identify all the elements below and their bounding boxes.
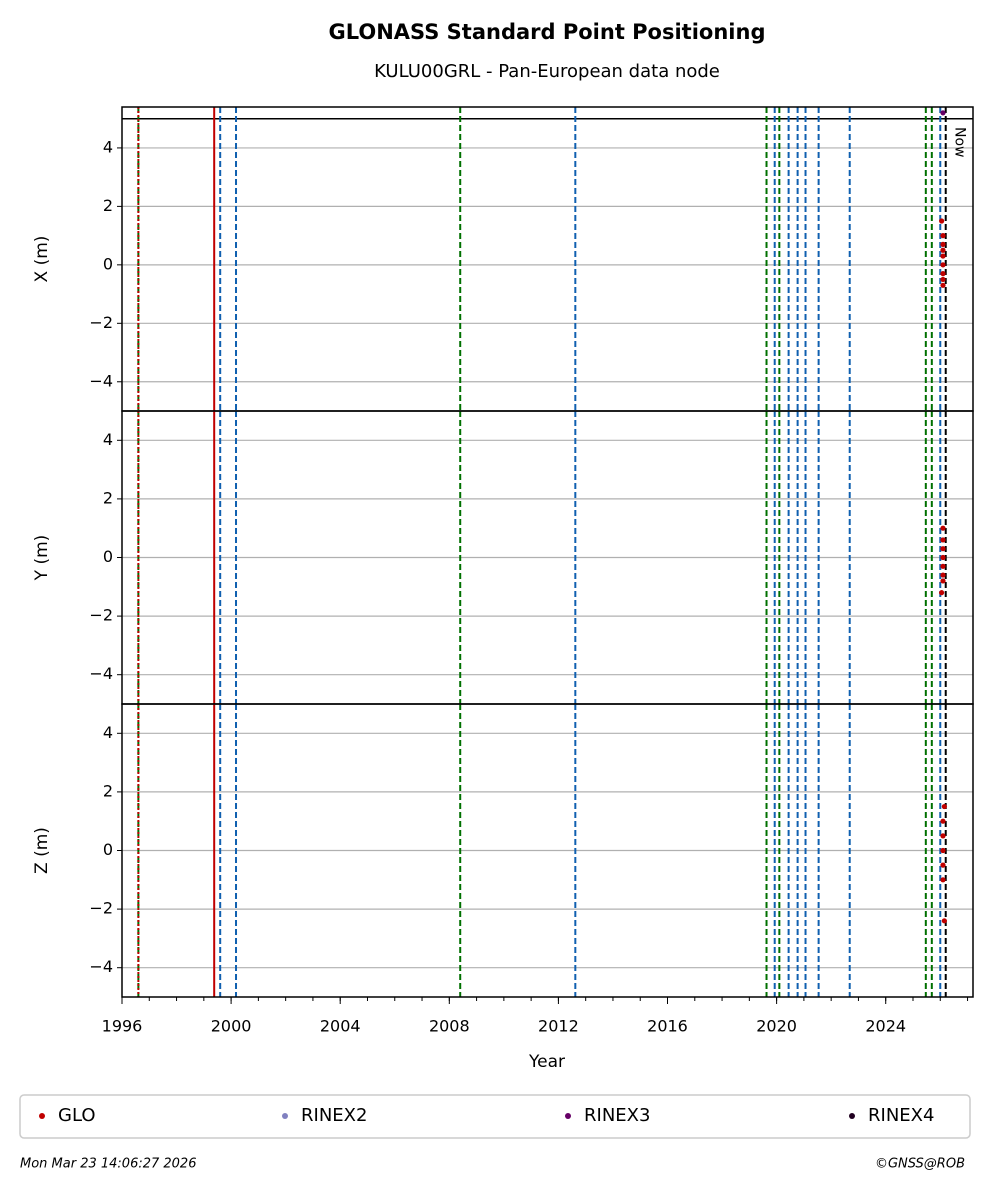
y-tick-label: 0 bbox=[103, 254, 113, 273]
y-axis-label: Y (m) bbox=[32, 535, 52, 582]
y-tick-label: 2 bbox=[103, 781, 113, 800]
data-point bbox=[940, 233, 946, 239]
data-point bbox=[940, 253, 946, 259]
data-point bbox=[940, 241, 946, 247]
data-point bbox=[940, 271, 946, 277]
data-point bbox=[940, 818, 946, 824]
chart-title: GLONASS Standard Point Positioning bbox=[329, 20, 766, 44]
y-tick-label: 0 bbox=[103, 547, 113, 566]
y-tick-label: −2 bbox=[89, 606, 113, 625]
y-tick-label: 2 bbox=[103, 196, 113, 215]
x-tick-label: 2012 bbox=[538, 1017, 579, 1036]
legend-box bbox=[19, 1094, 971, 1139]
data-point bbox=[939, 218, 945, 224]
y-tick-label: −2 bbox=[89, 313, 113, 332]
x-axis-label: Year bbox=[528, 1052, 565, 1072]
data-point bbox=[941, 803, 947, 810]
data-point bbox=[940, 847, 946, 854]
y-tick-label: 0 bbox=[103, 840, 113, 859]
footer-date: Mon Mar 23 14:06:27 2026 bbox=[20, 1157, 196, 1172]
now-label: Now bbox=[952, 127, 968, 158]
data-point bbox=[940, 537, 946, 543]
y-tick-label: 2 bbox=[103, 488, 113, 507]
y-tick-label: −4 bbox=[89, 664, 113, 683]
x-tick-label: 2008 bbox=[429, 1017, 470, 1036]
y-tick-label: −2 bbox=[89, 899, 113, 918]
legend-marker bbox=[565, 1113, 571, 1119]
data-point bbox=[940, 877, 946, 883]
legend-label: GLO bbox=[58, 1105, 96, 1126]
legend-label: RINEX4 bbox=[868, 1105, 934, 1126]
data-point bbox=[940, 833, 946, 839]
data-point bbox=[940, 563, 946, 569]
y-tick-label: 4 bbox=[103, 430, 113, 449]
x-tick-label: 2020 bbox=[756, 1017, 797, 1036]
y-axis-label: Z (m) bbox=[32, 827, 52, 874]
data-point bbox=[941, 918, 947, 924]
x-tick-label: 1996 bbox=[102, 1017, 143, 1036]
footer-credit: ©GNSS@ROB bbox=[875, 1157, 965, 1172]
legend-marker bbox=[849, 1113, 855, 1119]
panel-frame bbox=[121, 703, 974, 998]
y-axis-label: X (m) bbox=[32, 236, 52, 283]
data-point bbox=[940, 110, 946, 116]
data-point bbox=[940, 546, 946, 552]
data-point bbox=[940, 282, 946, 288]
data-point bbox=[939, 590, 945, 596]
data-point bbox=[940, 262, 946, 268]
y-tick-label: 4 bbox=[103, 723, 113, 742]
y-tick-label: −4 bbox=[89, 371, 113, 390]
data-point bbox=[940, 578, 946, 584]
legend-marker bbox=[282, 1113, 288, 1119]
x-tick-label: 2000 bbox=[211, 1017, 252, 1036]
data-point bbox=[940, 554, 946, 561]
data-point bbox=[940, 247, 946, 253]
data-point bbox=[940, 572, 946, 578]
legend-label: RINEX3 bbox=[584, 1105, 650, 1126]
legend-marker bbox=[39, 1113, 45, 1119]
x-tick-label: 2024 bbox=[865, 1017, 906, 1036]
x-tick-label: 2004 bbox=[320, 1017, 361, 1036]
x-tick-label: 2016 bbox=[647, 1017, 688, 1036]
legend-label: RINEX2 bbox=[301, 1105, 367, 1126]
y-tick-label: −4 bbox=[89, 957, 113, 976]
data-point bbox=[940, 862, 946, 868]
y-tick-label: 4 bbox=[103, 137, 113, 156]
chart-subtitle: KULU00GRL - Pan-European data node bbox=[374, 61, 720, 82]
panel-frame bbox=[121, 106, 974, 412]
data-point bbox=[940, 276, 946, 283]
data-point bbox=[940, 525, 946, 531]
